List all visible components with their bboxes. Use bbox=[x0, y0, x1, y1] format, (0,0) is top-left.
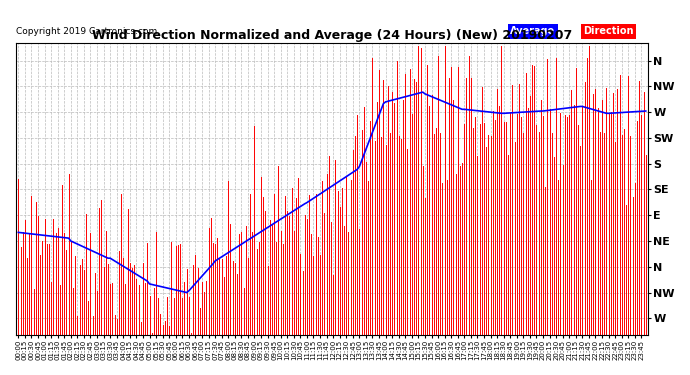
Text: Average: Average bbox=[511, 26, 555, 36]
Text: Direction: Direction bbox=[584, 26, 634, 36]
Title: Wind Direction Normalized and Average (24 Hours) (New) 20190207: Wind Direction Normalized and Average (2… bbox=[92, 29, 572, 42]
Text: Copyright 2019 Cartronics.com: Copyright 2019 Cartronics.com bbox=[16, 27, 157, 36]
